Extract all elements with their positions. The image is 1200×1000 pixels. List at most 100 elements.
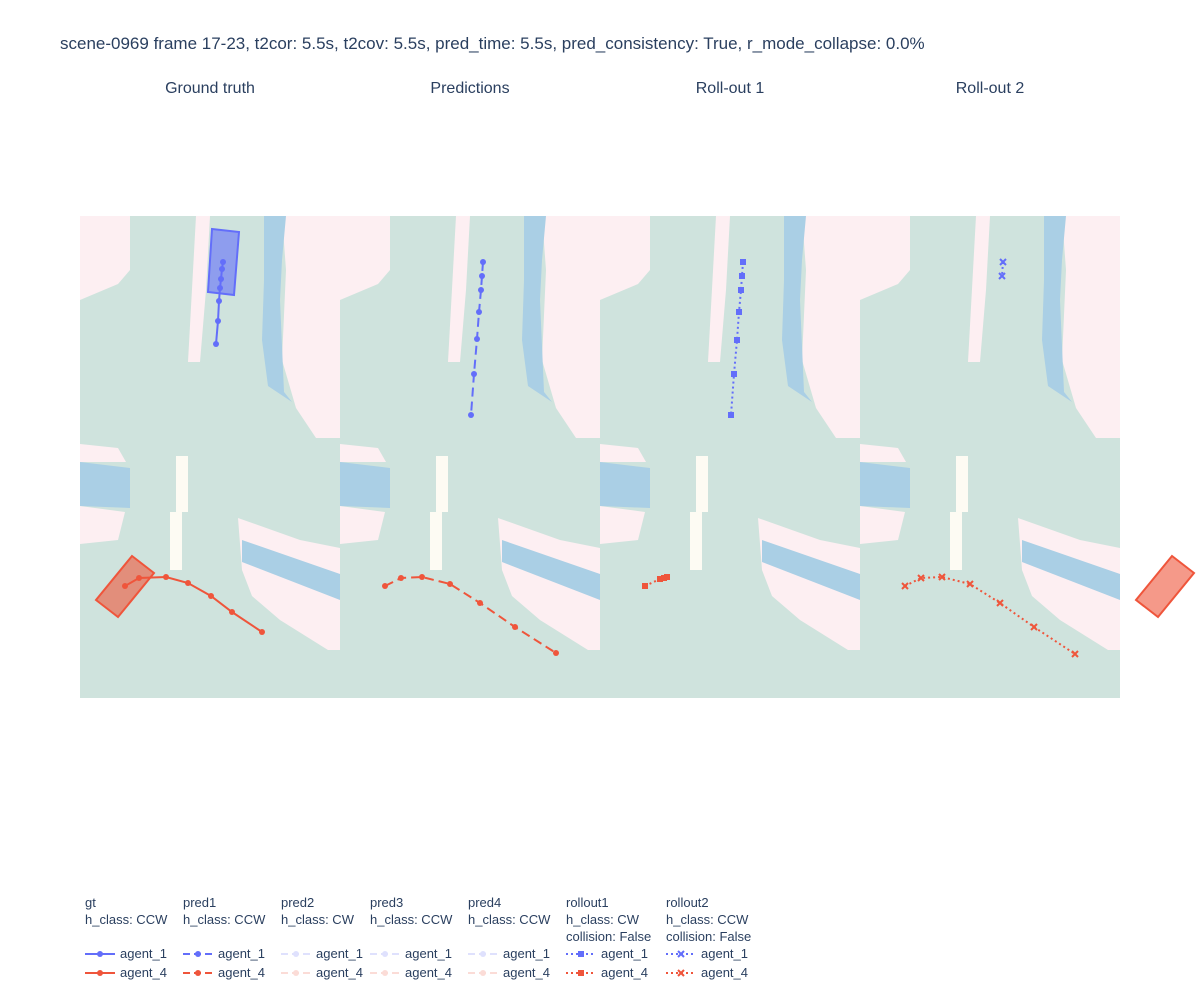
sidewalk-area bbox=[80, 506, 125, 544]
trajectory-point bbox=[163, 574, 169, 580]
trajectory-point bbox=[447, 581, 453, 587]
trajectory-point bbox=[195, 951, 201, 957]
legend-item-agent-4[interactable]: agent_4 bbox=[281, 964, 363, 983]
legend-item-agent-1[interactable]: agent_1 bbox=[566, 945, 651, 964]
sidewalk-area bbox=[600, 506, 645, 544]
legend-title-line: h_class: CW bbox=[566, 912, 639, 927]
trajectory-point bbox=[293, 970, 299, 976]
trajectories-panel-3 bbox=[642, 259, 746, 589]
trajectory-point bbox=[480, 970, 486, 976]
legend-title-line: h_class: CCW bbox=[85, 912, 168, 927]
trajectory-point bbox=[229, 609, 235, 615]
legend-swatch bbox=[183, 951, 213, 957]
crosswalk-area bbox=[80, 462, 130, 508]
trajectory-point bbox=[185, 580, 191, 586]
legend-title-line: rollout1 bbox=[566, 895, 609, 910]
legend-title-line: h_class: CCW bbox=[370, 912, 453, 927]
legend-title-line: pred1 bbox=[183, 895, 217, 910]
trajectory-point bbox=[398, 575, 404, 581]
crosswalk-area bbox=[762, 540, 860, 600]
divider-area bbox=[170, 512, 182, 570]
trajectory-point bbox=[477, 600, 483, 606]
trajectory-point bbox=[382, 583, 388, 589]
marker-stroke bbox=[917, 574, 925, 582]
legend-swatch bbox=[566, 951, 596, 957]
trajectory-point bbox=[219, 266, 225, 272]
trajectory-point bbox=[213, 341, 219, 347]
marker-stroke bbox=[998, 272, 1006, 280]
trajectory-point bbox=[479, 273, 485, 279]
trajectory-point bbox=[739, 273, 745, 279]
trajectory-point bbox=[657, 576, 663, 582]
trajectory-point bbox=[97, 970, 103, 976]
legend-label: agent_4 bbox=[601, 965, 648, 980]
legend-item-agent-1[interactable]: agent_1 bbox=[183, 945, 265, 964]
legend-group-rollout2: rollout2 h_class: CCW collision: False a… bbox=[666, 894, 751, 983]
legend-item-agent-4[interactable]: agent_4 bbox=[85, 964, 167, 983]
swatch-glyph bbox=[370, 951, 400, 957]
trajectory-point bbox=[664, 574, 670, 580]
legend-group-gt: gt h_class: CCW agent_1 agent_4 bbox=[85, 894, 167, 983]
legend-title-line: pred2 bbox=[281, 895, 315, 910]
crosswalk-area bbox=[262, 216, 292, 402]
legend-title-line: h_class: CCW bbox=[666, 912, 749, 927]
trajectory-point bbox=[293, 951, 299, 957]
trajectories-panel-1 bbox=[122, 259, 265, 635]
crosswalk-area bbox=[860, 462, 910, 508]
divider-area bbox=[430, 512, 442, 570]
legend-item-agent-4[interactable]: agent_4 bbox=[183, 964, 265, 983]
trajectory-point bbox=[480, 259, 486, 265]
marker-stroke bbox=[677, 969, 685, 977]
legend-label: agent_4 bbox=[120, 965, 167, 980]
legend-item-agent-4[interactable]: agent_4 bbox=[566, 964, 651, 983]
legend-label: agent_4 bbox=[316, 965, 363, 980]
legend-swatch bbox=[370, 970, 400, 976]
legend-label: agent_1 bbox=[701, 946, 748, 961]
sidewalk-area bbox=[448, 216, 470, 362]
legend-item-agent-1[interactable]: agent_1 bbox=[85, 945, 167, 964]
divider-area bbox=[690, 512, 702, 570]
legend-label: agent_1 bbox=[316, 946, 363, 961]
trajectory-point bbox=[734, 337, 740, 343]
legend-swatch bbox=[370, 951, 400, 957]
trajectory-point bbox=[419, 574, 425, 580]
marker-stroke bbox=[966, 580, 974, 588]
swatch-glyph bbox=[468, 970, 498, 976]
map-panel-1 bbox=[80, 216, 340, 698]
trajectory-point bbox=[996, 599, 1004, 607]
legend-title-line: pred4 bbox=[468, 895, 502, 910]
legend-item-agent-4[interactable]: agent_4 bbox=[468, 964, 550, 983]
trajectory-point bbox=[578, 951, 584, 957]
legend-title-line: rollout2 bbox=[666, 895, 709, 910]
legend-item-agent-1[interactable]: agent_1 bbox=[666, 945, 751, 964]
legend-title-line: collision: False bbox=[666, 929, 752, 944]
trajectory-point bbox=[1071, 650, 1079, 658]
trajectory-point bbox=[474, 336, 480, 342]
legend-item-agent-4[interactable]: agent_4 bbox=[370, 964, 452, 983]
legend-item-agent-1[interactable]: agent_1 bbox=[468, 945, 550, 964]
panel-title-rollout-2: Roll-out 2 bbox=[955, 80, 1025, 97]
map-panel-3 bbox=[600, 216, 1196, 698]
legend-title-line: collision: False bbox=[566, 929, 652, 944]
swatch-glyph bbox=[183, 951, 213, 957]
map-layer bbox=[80, 216, 1196, 698]
trajectory-point bbox=[999, 258, 1007, 266]
swatch-glyph bbox=[281, 970, 311, 976]
swatch-glyph bbox=[468, 951, 498, 957]
trajectory-point bbox=[382, 970, 388, 976]
legend-group-pred2: pred2 h_class: CW agent_1 agent_4 bbox=[281, 894, 363, 983]
legend-item-agent-1[interactable]: agent_1 bbox=[281, 945, 363, 964]
legend-swatch bbox=[183, 970, 213, 976]
trajectory-point bbox=[478, 287, 484, 293]
sidewalk-area bbox=[340, 216, 390, 300]
swatch-glyph bbox=[666, 950, 696, 958]
sidewalk-area bbox=[188, 216, 210, 362]
legend-item-agent-4[interactable]: agent_4 bbox=[666, 964, 751, 983]
sidewalk-area bbox=[860, 444, 906, 462]
legend-item-agent-1[interactable]: agent_1 bbox=[370, 945, 452, 964]
map-panel-4 bbox=[860, 216, 1120, 698]
divider-area bbox=[176, 456, 188, 512]
marker-stroke bbox=[677, 950, 685, 958]
legend-swatch bbox=[85, 970, 115, 976]
